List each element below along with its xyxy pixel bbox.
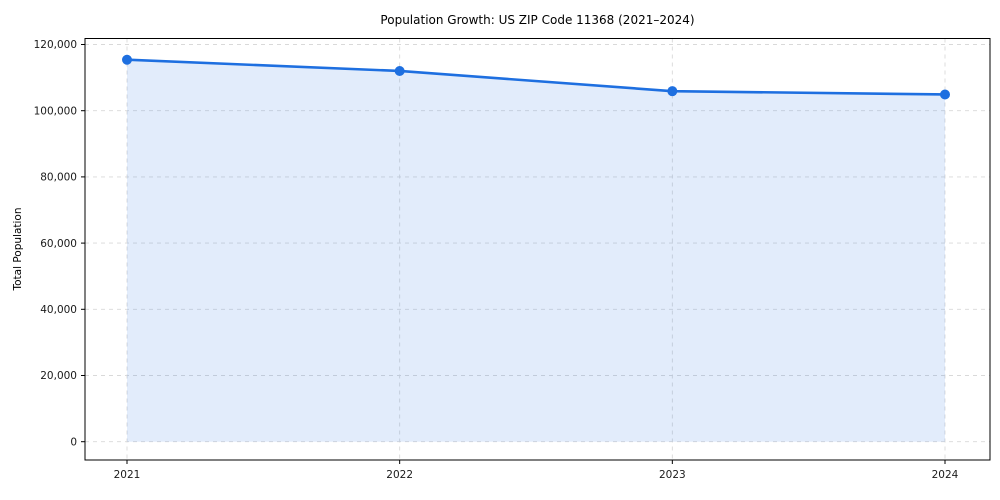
data-point-2022 xyxy=(394,65,405,76)
y-tick-label: 0 xyxy=(70,436,77,448)
x-tick-label: 2021 xyxy=(114,469,141,481)
x-tick-label: 2024 xyxy=(932,469,959,481)
y-tick-label: 40,000 xyxy=(40,304,77,316)
y-tick-label: 20,000 xyxy=(40,370,77,382)
area-fill xyxy=(127,59,945,442)
y-tick-label: 60,000 xyxy=(40,238,77,250)
x-tick-label: 2023 xyxy=(659,469,686,481)
y-tick-label: 100,000 xyxy=(34,105,77,117)
chart-title: Population Growth: US ZIP Code 11368 (20… xyxy=(380,13,695,27)
data-point-2021 xyxy=(122,54,132,65)
data-point-2023 xyxy=(667,86,678,97)
y-tick-label: 80,000 xyxy=(40,172,77,184)
trend-line xyxy=(125,58,947,96)
y-tick-label: 120,000 xyxy=(34,39,77,51)
data-point-2024 xyxy=(940,89,950,100)
x-tick-label: 2022 xyxy=(386,469,413,481)
axes-frame xyxy=(84,38,991,461)
